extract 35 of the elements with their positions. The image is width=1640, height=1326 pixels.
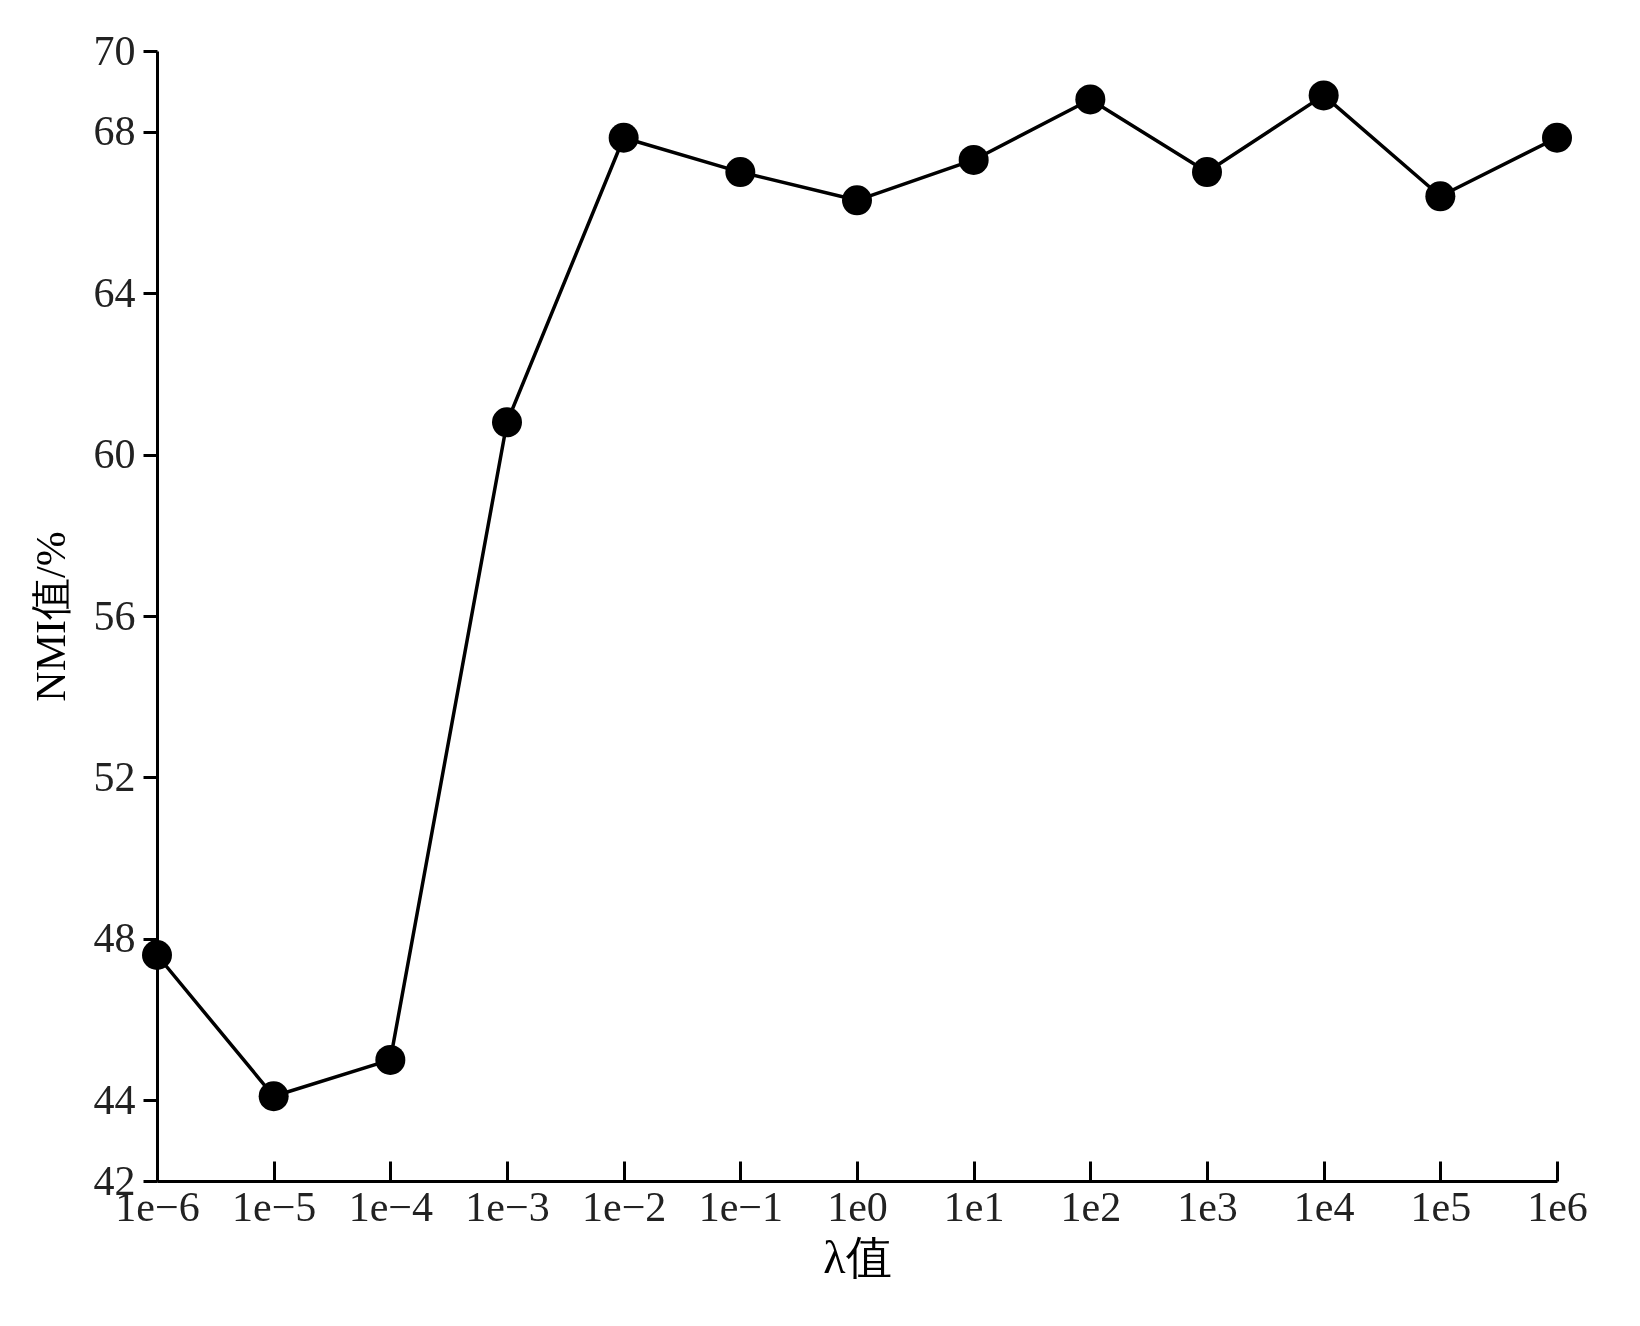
point xyxy=(1075,84,1106,115)
x-tick-label: 1e0 xyxy=(827,1183,888,1230)
point xyxy=(1308,80,1339,111)
point xyxy=(958,144,989,175)
point xyxy=(142,940,172,970)
x-tick-label: 1e1 xyxy=(943,1183,1005,1230)
x-tick-label: 1e−2 xyxy=(582,1183,667,1230)
y-tick-label: 64 xyxy=(93,269,136,316)
x-tick-label: 1e6 xyxy=(1527,1183,1588,1230)
x-axis-title: λ值 xyxy=(823,1231,892,1283)
x-tick-label: 1e−5 xyxy=(232,1183,317,1230)
x-tick-label: 1e−4 xyxy=(348,1183,433,1230)
x-tick-label: 1e−1 xyxy=(698,1183,783,1230)
y-tick-label: 48 xyxy=(93,915,136,962)
y-tick-label: 52 xyxy=(93,753,136,800)
y-tick-label: 56 xyxy=(93,592,136,639)
point xyxy=(1192,157,1222,188)
point xyxy=(725,157,756,188)
y-axis-title: NMI值/% xyxy=(27,531,74,702)
point xyxy=(258,1081,289,1112)
point xyxy=(1542,122,1572,153)
x-tick-label: 1e−3 xyxy=(465,1183,550,1230)
point xyxy=(492,407,522,438)
y-tick-label: 44 xyxy=(93,1076,136,1123)
y-tick-label: 60 xyxy=(93,431,136,478)
point xyxy=(375,1044,406,1075)
y-tick-label: 70 xyxy=(93,27,136,74)
x-tick-label: 1e5 xyxy=(1410,1183,1472,1230)
y-tick-label: 68 xyxy=(93,108,136,155)
point xyxy=(842,185,872,216)
x-tick-label: 1e3 xyxy=(1177,1183,1238,1230)
point xyxy=(1425,181,1456,212)
x-tick-label: 1e2 xyxy=(1060,1183,1122,1230)
point xyxy=(608,122,639,153)
x-tick-label: 1e4 xyxy=(1293,1183,1355,1230)
